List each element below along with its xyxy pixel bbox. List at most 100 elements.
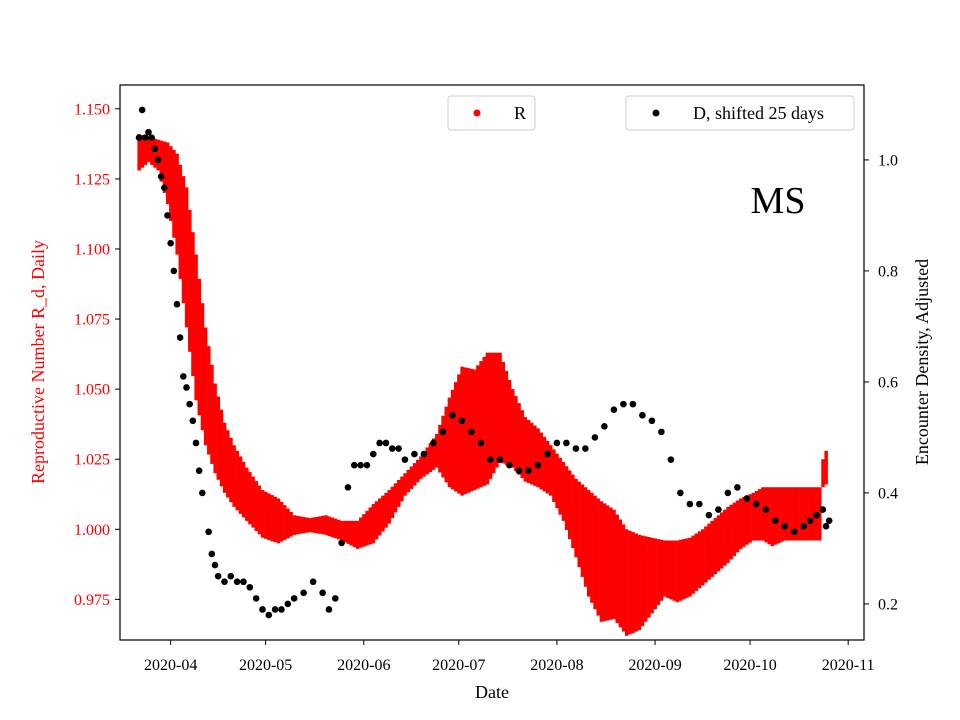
r-bar xyxy=(735,500,740,553)
d-point xyxy=(563,439,570,447)
x-axis: 2020-04 2020-05 2020-06 2020-07 2020-08 2020-… xyxy=(144,640,875,674)
d-point xyxy=(344,484,352,491)
d-point xyxy=(135,134,143,142)
r-bar xyxy=(637,534,642,631)
r-bar xyxy=(707,523,711,580)
r-bar xyxy=(681,539,686,600)
r-bar xyxy=(463,367,467,495)
legend-r: R xyxy=(447,95,536,131)
r-bar xyxy=(473,369,477,491)
r-bar xyxy=(675,540,680,603)
r-bar xyxy=(599,501,604,622)
r-bar xyxy=(754,490,759,541)
r-bar xyxy=(397,479,401,507)
r-bar xyxy=(628,530,632,635)
r-bar xyxy=(175,153,179,255)
y-left-tick-label: 1.025 xyxy=(74,452,110,469)
r-bar xyxy=(276,498,281,544)
r-bar xyxy=(169,146,173,221)
d-point xyxy=(819,506,827,513)
r-bar xyxy=(789,487,794,541)
r-bar xyxy=(447,397,452,488)
legend-d-box xyxy=(625,95,855,131)
r-bar xyxy=(444,406,448,483)
d-point xyxy=(601,423,608,430)
y-left-tick-label: 1.050 xyxy=(74,382,110,399)
d-point xyxy=(553,439,561,447)
r-bar xyxy=(542,436,547,492)
r-bar xyxy=(279,501,284,542)
r-bar xyxy=(799,487,803,541)
r-bar xyxy=(311,517,316,533)
r-bar xyxy=(545,440,550,494)
r-bar xyxy=(254,481,259,531)
r-bar xyxy=(340,520,344,541)
r-bar xyxy=(137,134,141,171)
r-bar xyxy=(403,473,407,496)
d-point xyxy=(369,450,377,458)
r-bar xyxy=(321,515,325,535)
legend-d-marker xyxy=(652,109,660,117)
r-bar xyxy=(662,540,667,597)
r-bar xyxy=(577,481,581,568)
r-bar xyxy=(178,164,183,279)
r-bar xyxy=(685,538,689,598)
r-bar xyxy=(609,507,613,620)
d-point xyxy=(142,134,149,142)
d-point xyxy=(658,428,665,436)
r-bar xyxy=(757,489,762,541)
r-bar xyxy=(378,498,382,536)
r-bar xyxy=(409,466,414,489)
d-point xyxy=(572,445,580,452)
r-bar xyxy=(349,520,353,546)
r-bar xyxy=(672,540,676,601)
d-point xyxy=(639,411,646,419)
r-bar xyxy=(631,532,635,633)
r-bar xyxy=(292,515,297,535)
r-bar xyxy=(450,389,455,490)
r-bar xyxy=(770,487,775,547)
r-bar xyxy=(343,520,347,543)
r-bar xyxy=(479,361,483,488)
y-right-tick-label: 0.2 xyxy=(878,596,898,613)
r-bar xyxy=(612,509,616,619)
r-bar xyxy=(213,383,217,474)
d-point xyxy=(227,572,235,580)
r-bar xyxy=(586,490,591,597)
r-bar xyxy=(716,515,721,572)
y-left-tick-label: 1.125 xyxy=(74,171,110,188)
y-right-tick-label: 0.6 xyxy=(878,374,898,391)
d-point xyxy=(148,134,155,142)
x-tick-label: 2020-09 xyxy=(628,657,681,674)
d-point xyxy=(506,461,513,469)
r-bar xyxy=(694,533,699,591)
r-bar xyxy=(153,138,157,168)
d-point xyxy=(791,528,798,536)
r-bar xyxy=(235,450,240,511)
r-bar xyxy=(219,409,224,487)
d-point xyxy=(246,583,254,591)
r-bar xyxy=(216,396,221,480)
y-left-tick-label: 0.975 xyxy=(74,592,110,609)
r-bar xyxy=(359,517,363,548)
x-tick-label: 2020-11 xyxy=(822,657,875,674)
legend-r-label: R xyxy=(514,103,526,123)
r-bar xyxy=(317,516,322,534)
r-bar xyxy=(412,463,417,486)
r-bar xyxy=(792,487,797,541)
r-bar xyxy=(488,352,493,479)
r-bar xyxy=(786,487,790,541)
d-point xyxy=(138,106,146,114)
r-bar xyxy=(431,438,436,470)
d-point xyxy=(449,411,456,419)
d-point xyxy=(192,439,200,447)
d-point xyxy=(221,578,228,586)
r-bar xyxy=(640,535,645,626)
r-bar xyxy=(374,501,379,540)
d-point xyxy=(762,506,770,513)
r-bar xyxy=(650,537,654,614)
r-bar xyxy=(384,492,388,528)
r-bar xyxy=(688,537,692,597)
r-bar xyxy=(308,518,312,533)
r-bar xyxy=(352,520,357,548)
